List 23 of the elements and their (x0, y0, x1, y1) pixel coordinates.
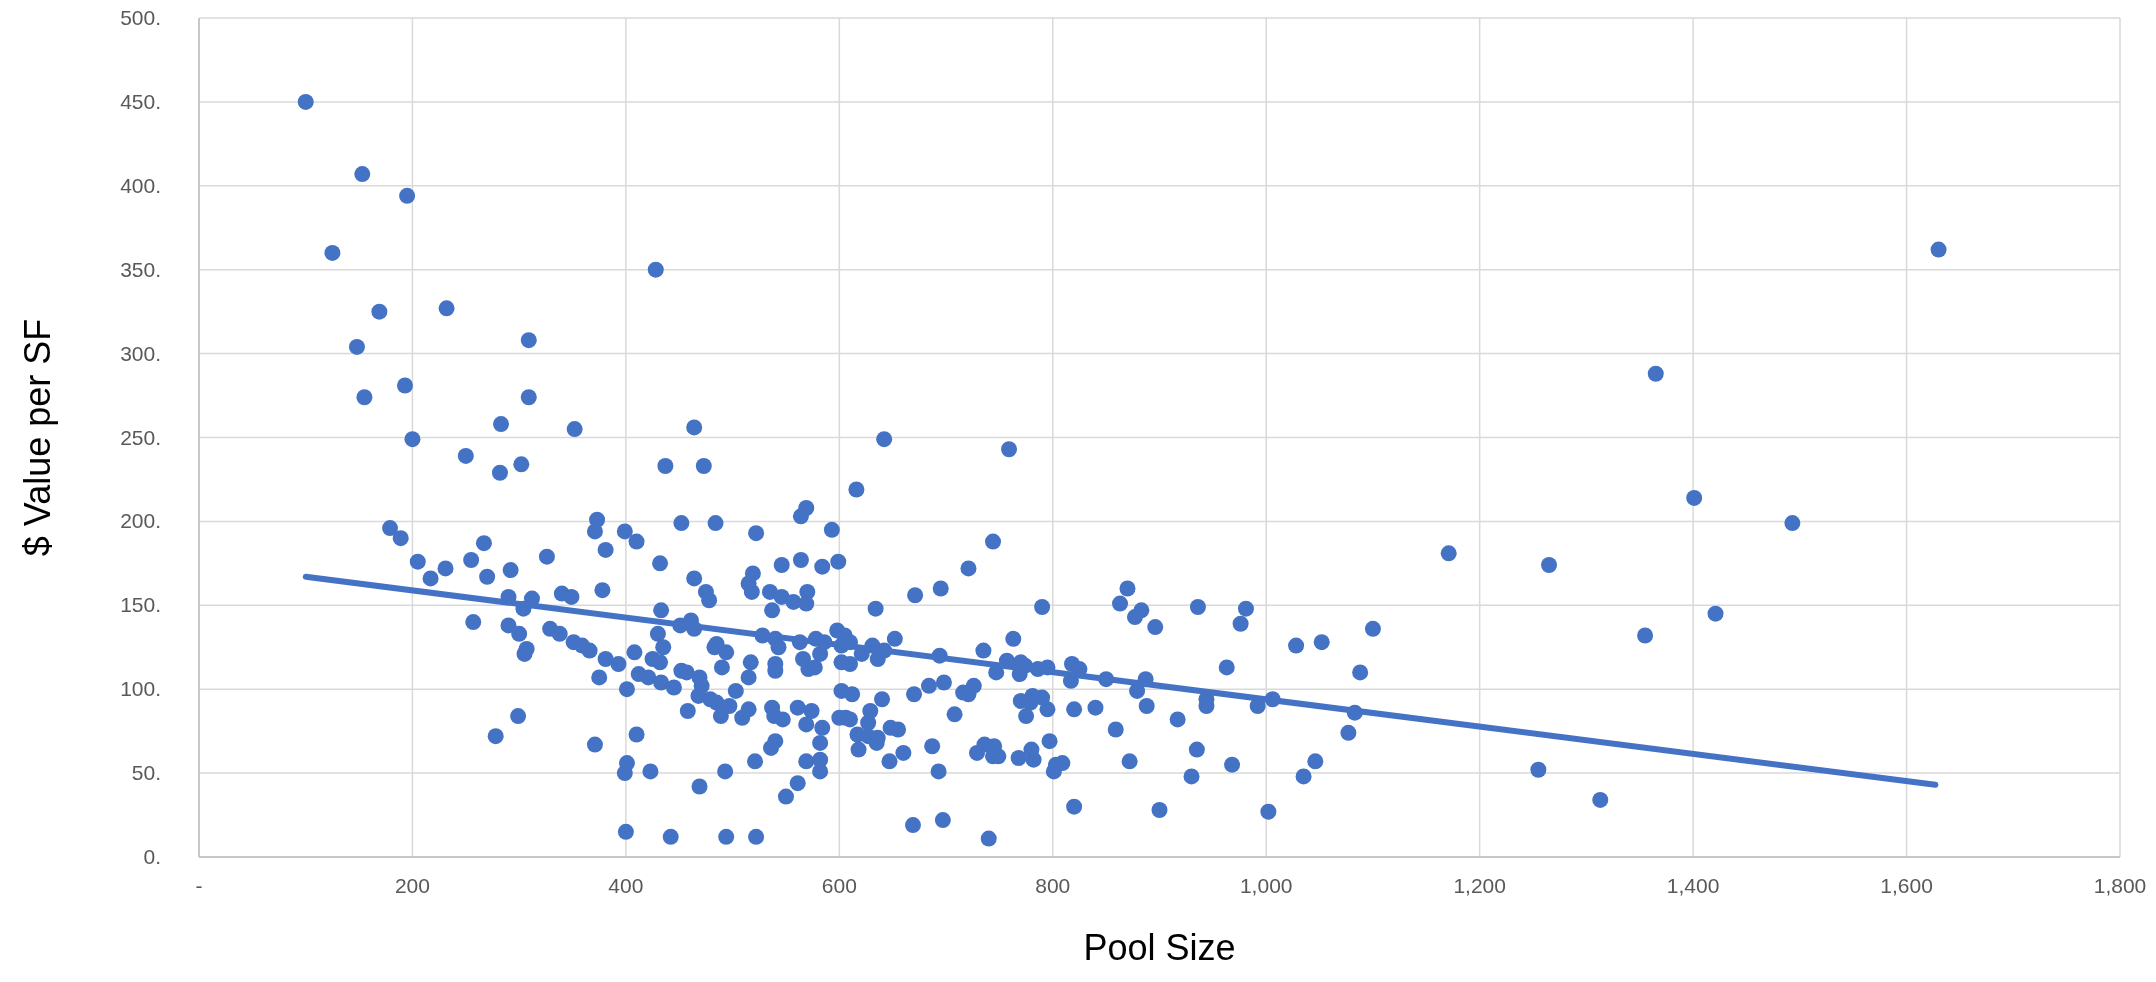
y-tick-label: 50. (131, 761, 161, 785)
y-tick-label: 100. (120, 677, 161, 701)
x-axis-title: Pool Size (1083, 927, 1236, 968)
x-tick-label: 1,600 (1880, 874, 1933, 897)
y-tick-label: 250. (120, 425, 161, 449)
x-tick-label: - (195, 874, 203, 897)
y-tick-label: 450. (120, 89, 161, 113)
x-tick-label: 1,000 (1239, 874, 1293, 897)
x-tick-label: 400 (608, 874, 644, 897)
y-tick-label: 200. (120, 509, 161, 533)
x-tick-label: 1,200 (1453, 874, 1506, 897)
x-tick-label: 1,800 (2093, 874, 2147, 897)
y-tick-label: 500. (120, 6, 161, 29)
y-tick-label: 350. (120, 257, 161, 281)
x-tick-label: 600 (821, 874, 857, 897)
x-tick-label: 800 (1035, 874, 1071, 897)
y-tick-label: 0. (143, 845, 161, 868)
x-tick-label: 200 (394, 874, 430, 897)
y-tick-label: 300. (120, 341, 161, 365)
y-axis-title: $ Value per SF (17, 318, 58, 557)
x-tick-label: 1,400 (1666, 874, 1720, 897)
y-tick-label: 400. (120, 173, 161, 197)
y-tick-label: 150. (120, 593, 161, 617)
